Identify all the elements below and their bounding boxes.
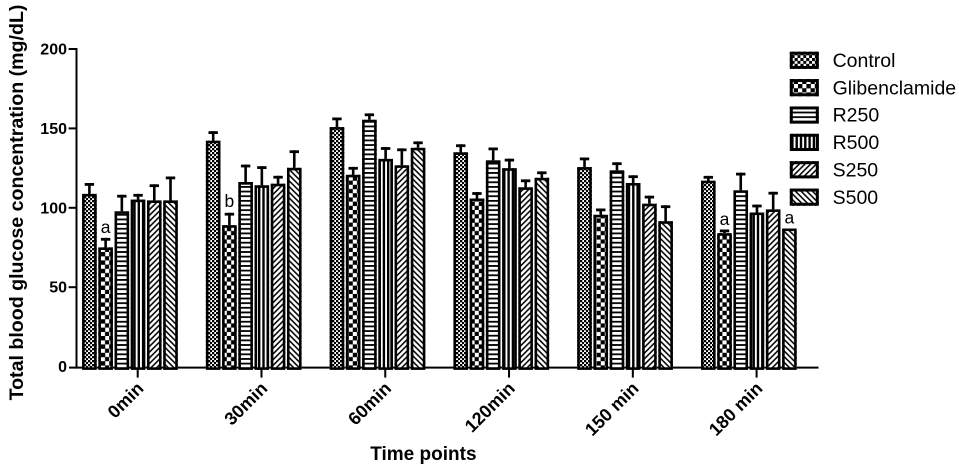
- svg-text:Total blood glucose concentrat: Total blood glucose concentration (mg/dL…: [6, 5, 28, 401]
- svg-text:S500: S500: [833, 187, 879, 209]
- svg-text:200: 200: [40, 42, 67, 59]
- svg-text:R250: R250: [833, 105, 880, 127]
- svg-text:a: a: [785, 207, 795, 227]
- svg-text:R500: R500: [833, 132, 880, 154]
- svg-text:S250: S250: [833, 159, 879, 181]
- svg-text:a: a: [720, 209, 730, 229]
- svg-text:a: a: [101, 217, 111, 237]
- svg-text:Glibenclamide: Glibenclamide: [833, 77, 957, 99]
- svg-text:100: 100: [40, 200, 67, 217]
- svg-text:b: b: [225, 191, 235, 211]
- svg-text:50: 50: [49, 280, 67, 297]
- svg-text:Control: Control: [833, 50, 896, 72]
- svg-text:0: 0: [58, 359, 67, 376]
- svg-text:Time points: Time points: [370, 444, 476, 465]
- svg-text:150: 150: [40, 121, 67, 138]
